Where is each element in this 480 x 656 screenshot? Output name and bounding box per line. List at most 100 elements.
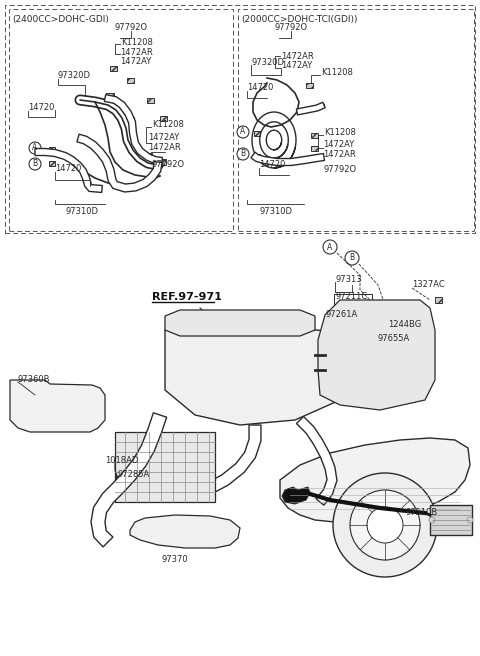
Circle shape [467, 517, 473, 523]
Circle shape [29, 142, 41, 154]
Text: 97792O: 97792O [114, 23, 147, 32]
Polygon shape [297, 102, 325, 115]
Text: 97792O: 97792O [275, 23, 308, 32]
Circle shape [29, 158, 41, 170]
Polygon shape [191, 425, 261, 502]
Bar [109, 66, 117, 70]
Text: K11208: K11208 [152, 120, 184, 129]
Text: 97211C: 97211C [336, 292, 368, 301]
Bar [115, 432, 215, 502]
Text: 97320D: 97320D [58, 71, 91, 80]
Text: 1472AY: 1472AY [120, 57, 151, 66]
Polygon shape [297, 417, 337, 505]
Text: 97310D: 97310D [65, 207, 98, 216]
Bar [305, 83, 312, 87]
Polygon shape [165, 330, 385, 425]
Text: 97655A: 97655A [378, 334, 410, 343]
Text: 1472AR: 1472AR [323, 150, 356, 159]
Polygon shape [282, 487, 310, 504]
Circle shape [367, 507, 403, 543]
Text: 1472AR: 1472AR [281, 52, 314, 61]
Polygon shape [104, 94, 163, 165]
Polygon shape [35, 148, 102, 192]
Circle shape [350, 490, 420, 560]
Circle shape [237, 126, 249, 138]
Circle shape [364, 334, 372, 342]
Text: 97285A: 97285A [118, 470, 150, 479]
Circle shape [333, 473, 437, 577]
Bar [9, 9, 233, 231]
Text: B: B [240, 150, 246, 159]
Text: 97261A: 97261A [326, 310, 358, 319]
Polygon shape [165, 310, 315, 336]
Text: A: A [32, 144, 37, 152]
Bar [434, 297, 442, 303]
Text: 97370: 97370 [162, 555, 188, 564]
Polygon shape [280, 438, 470, 522]
Circle shape [323, 240, 337, 254]
Text: 97360B: 97360B [18, 375, 50, 384]
Bar [144, 153, 152, 159]
Circle shape [206, 530, 214, 538]
Circle shape [429, 517, 435, 523]
Text: 1327AC: 1327AC [412, 280, 445, 289]
Text: 14720: 14720 [259, 160, 286, 169]
Text: 1018AD: 1018AD [105, 456, 138, 465]
Text: 97310D: 97310D [260, 207, 292, 216]
Circle shape [171, 530, 179, 538]
Text: A: A [240, 127, 246, 136]
Circle shape [65, 403, 75, 413]
Text: K11208: K11208 [321, 68, 353, 77]
Text: 97320D: 97320D [251, 58, 284, 67]
Text: 1472AR: 1472AR [120, 48, 153, 57]
Bar [106, 93, 114, 99]
Bar [158, 159, 166, 165]
Text: B: B [349, 253, 355, 262]
Circle shape [345, 251, 359, 265]
Bar [375, 321, 381, 327]
Text: 1472AY: 1472AY [281, 61, 312, 70]
Polygon shape [251, 152, 324, 165]
Bar [238, 9, 474, 231]
Text: K11208: K11208 [324, 128, 356, 137]
Text: 1472AY: 1472AY [148, 133, 179, 142]
Circle shape [237, 148, 249, 160]
Text: 97792O: 97792O [324, 165, 357, 174]
Bar [146, 98, 154, 102]
Text: 14720: 14720 [55, 164, 82, 173]
Text: 1472AY: 1472AY [323, 140, 354, 149]
Text: (2400CC>DOHC-GDI): (2400CC>DOHC-GDI) [12, 15, 109, 24]
Polygon shape [318, 300, 435, 410]
Polygon shape [77, 134, 162, 192]
Polygon shape [91, 413, 167, 547]
Polygon shape [130, 515, 240, 548]
Text: K11208: K11208 [121, 38, 153, 47]
Bar [159, 115, 167, 121]
Bar [334, 294, 372, 304]
Text: (2000CC>DOHC-TCI(GDI)): (2000CC>DOHC-TCI(GDI)) [241, 15, 358, 24]
Text: 1472AR: 1472AR [148, 143, 181, 152]
Text: 97313: 97313 [336, 275, 362, 284]
Bar [49, 146, 55, 152]
Bar [254, 131, 260, 136]
Polygon shape [10, 380, 105, 432]
Bar [254, 154, 260, 159]
Bar [327, 316, 333, 321]
Circle shape [45, 405, 55, 415]
Bar [127, 77, 133, 83]
Bar [311, 146, 317, 150]
Text: 1244BG: 1244BG [388, 320, 421, 329]
Bar [49, 161, 55, 165]
Bar [5, 5, 475, 233]
Text: B: B [33, 159, 37, 169]
Bar [430, 505, 472, 535]
Text: 14720: 14720 [247, 83, 274, 92]
Text: 97510B: 97510B [405, 508, 437, 517]
Text: 97792O: 97792O [152, 160, 185, 169]
Bar [126, 117, 134, 123]
Bar [311, 133, 317, 138]
Text: REF.97-971: REF.97-971 [152, 292, 222, 302]
Text: A: A [327, 243, 333, 251]
Text: 14720: 14720 [28, 103, 54, 112]
Circle shape [25, 401, 35, 411]
